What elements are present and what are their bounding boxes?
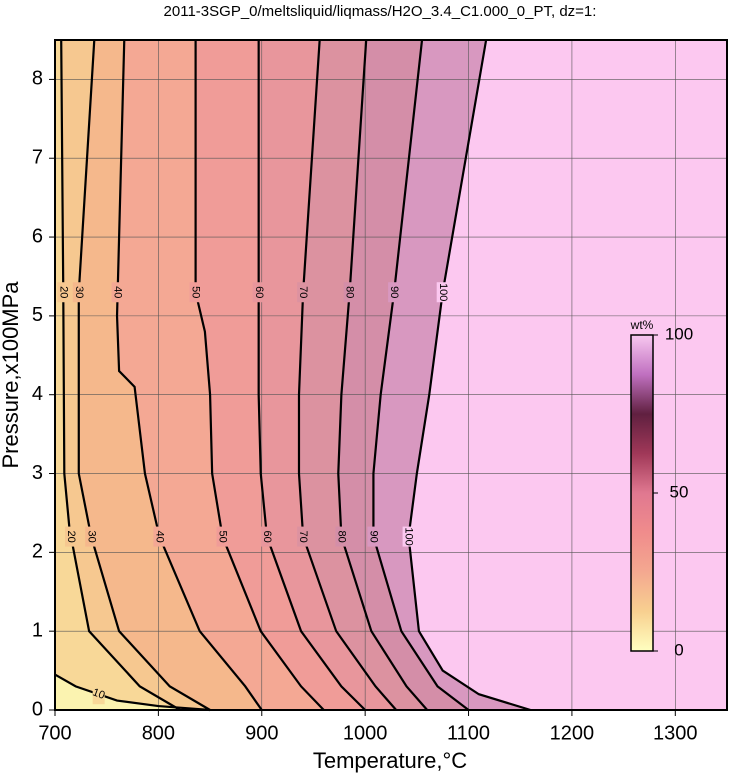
x-tick-label: 700 — [38, 722, 71, 744]
contour-label-bg — [153, 526, 166, 547]
contour-label-bg — [216, 526, 229, 547]
contour-label: 90 — [368, 530, 380, 542]
contour-label: 50 — [217, 530, 229, 542]
x-tick-label: 1000 — [343, 722, 388, 744]
contour-label: 100 — [437, 283, 449, 301]
colorbar — [630, 334, 654, 652]
contour-fill — [55, 40, 727, 710]
x-tick-label: 1300 — [653, 722, 698, 744]
plot-frame — [54, 39, 728, 711]
contour-label-bg — [436, 282, 449, 303]
colorbar-tick-label: 50 — [670, 482, 689, 501]
contour-line — [337, 39, 429, 711]
contour-label: 90 — [388, 286, 400, 298]
contour-line — [115, 39, 263, 711]
contour-label-bg — [72, 282, 85, 303]
contour-label-bg — [252, 282, 265, 303]
y-tick-label: 7 — [32, 147, 43, 169]
colorbar-label: wt% — [630, 318, 654, 332]
y-tick-label: 4 — [32, 383, 43, 405]
contour-label: 40 — [112, 286, 124, 298]
contour-label: 10 — [91, 686, 107, 701]
y-axis-label: Pressure,x100MPa — [0, 281, 23, 469]
contour-label: 70 — [297, 530, 309, 542]
chart-title: 2011-3SGP_0/meltsliquid/liqmass/H2O_3.4_… — [164, 3, 597, 20]
y-tick-label: 1 — [32, 619, 43, 641]
contour-line — [297, 39, 397, 711]
y-tick-label: 8 — [32, 68, 43, 90]
y-tick-label: 6 — [32, 225, 43, 247]
y-tick-label: 2 — [32, 541, 43, 563]
contour-label: 40 — [154, 530, 166, 542]
contour-label-bg — [57, 282, 70, 303]
contour-line — [372, 39, 470, 711]
contour-label: 100 — [403, 527, 415, 545]
contour-label: 20 — [57, 286, 69, 298]
contour-label: 60 — [253, 286, 265, 298]
y-tick-label: 5 — [32, 304, 43, 326]
contour-label: 20 — [65, 530, 77, 542]
y-tick-label: 0 — [32, 698, 43, 720]
x-axis-label: Temperature,°C — [313, 748, 467, 773]
contour-label-bg — [297, 282, 310, 303]
contour-label: 70 — [297, 286, 309, 298]
colorbar-tick-label: 100 — [665, 324, 693, 343]
contour-label-bg — [64, 526, 77, 547]
contour-label-bg — [111, 282, 124, 303]
contour-label: 30 — [73, 286, 85, 298]
contour-label-bg — [367, 526, 380, 547]
contour-label-bg — [335, 526, 348, 547]
contour-label-bg — [402, 526, 415, 547]
contour-label-bg — [92, 684, 105, 705]
contour-label: 60 — [261, 530, 273, 542]
contour-line — [194, 40, 325, 711]
contour-label: 80 — [335, 530, 347, 542]
colorbar-tick-label: 0 — [674, 640, 683, 659]
contour-line — [257, 40, 366, 711]
contour-label-bg — [343, 282, 356, 303]
contour-label-bg — [260, 526, 273, 547]
x-tick-label: 1200 — [550, 722, 595, 744]
contour-label: 80 — [344, 286, 356, 298]
contour-label: 50 — [190, 286, 202, 298]
contour-label-bg — [297, 526, 310, 547]
x-tick-label: 1100 — [447, 722, 490, 744]
x-tick-label: 800 — [142, 722, 175, 744]
y-tick-label: 3 — [32, 462, 43, 484]
contour-label-bg — [85, 526, 98, 547]
contour-label-bg — [189, 282, 202, 303]
contour-label-bg — [388, 282, 401, 303]
x-tick-label: 900 — [245, 722, 278, 744]
contour-label: 30 — [85, 530, 97, 542]
